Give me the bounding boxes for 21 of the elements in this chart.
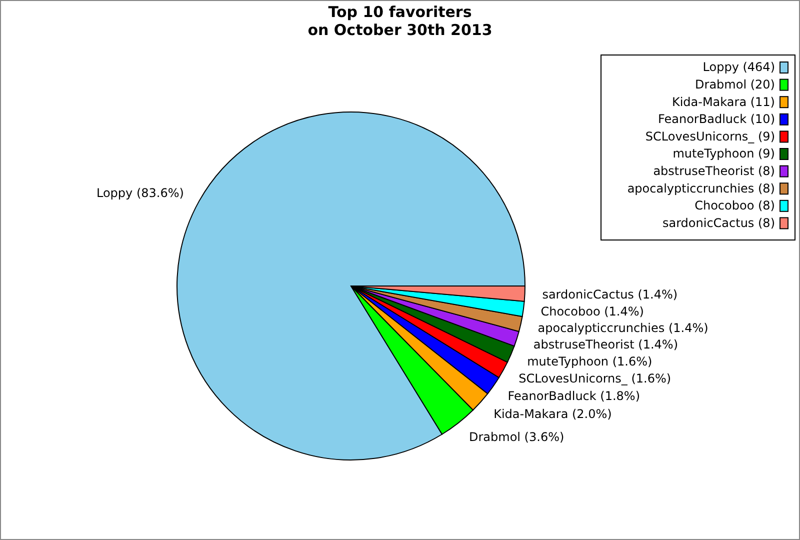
data-label: sardonicCactus (1.4%) — [542, 288, 678, 302]
data-label: Chocoboo (1.4%) — [540, 304, 644, 318]
legend-label: apocalypticcrunchies (8) — [627, 181, 775, 196]
legend-label: Chocoboo (8) — [694, 198, 775, 213]
data-label: SCLovesUnicorns_ (1.6%) — [518, 372, 672, 386]
data-label: muteTyphoon (1.6%) — [527, 354, 652, 368]
legend-label: abstruseTheorist (8) — [653, 164, 775, 178]
legend-label: Kida-Makara (11) — [672, 94, 775, 109]
legend-label: SCLovesUnicorns_ (9) — [645, 129, 775, 144]
data-label: Kida-Makara (2.0%) — [494, 406, 612, 421]
legend-label: FeanorBadluck (10) — [658, 112, 775, 126]
data-label: Drabmol (3.6%) — [468, 430, 564, 444]
legend-label: Loppy (464) — [702, 60, 775, 74]
data-label: Loppy (83.6%) — [96, 186, 184, 200]
legend-label: Drabmol (20) — [695, 78, 775, 92]
data-label: abstruseTheorist (1.4%) — [533, 337, 678, 352]
legend-label: sardonicCactus (8) — [662, 216, 775, 230]
data-label: FeanorBadluck (1.8%) — [508, 388, 640, 403]
data-label: apocalypticcrunchies (1.4%) — [538, 321, 708, 336]
legend-label: muteTyphoon (9) — [672, 146, 775, 161]
chart-title: Top 10 favoriters on October 30th 2013 — [308, 3, 492, 39]
